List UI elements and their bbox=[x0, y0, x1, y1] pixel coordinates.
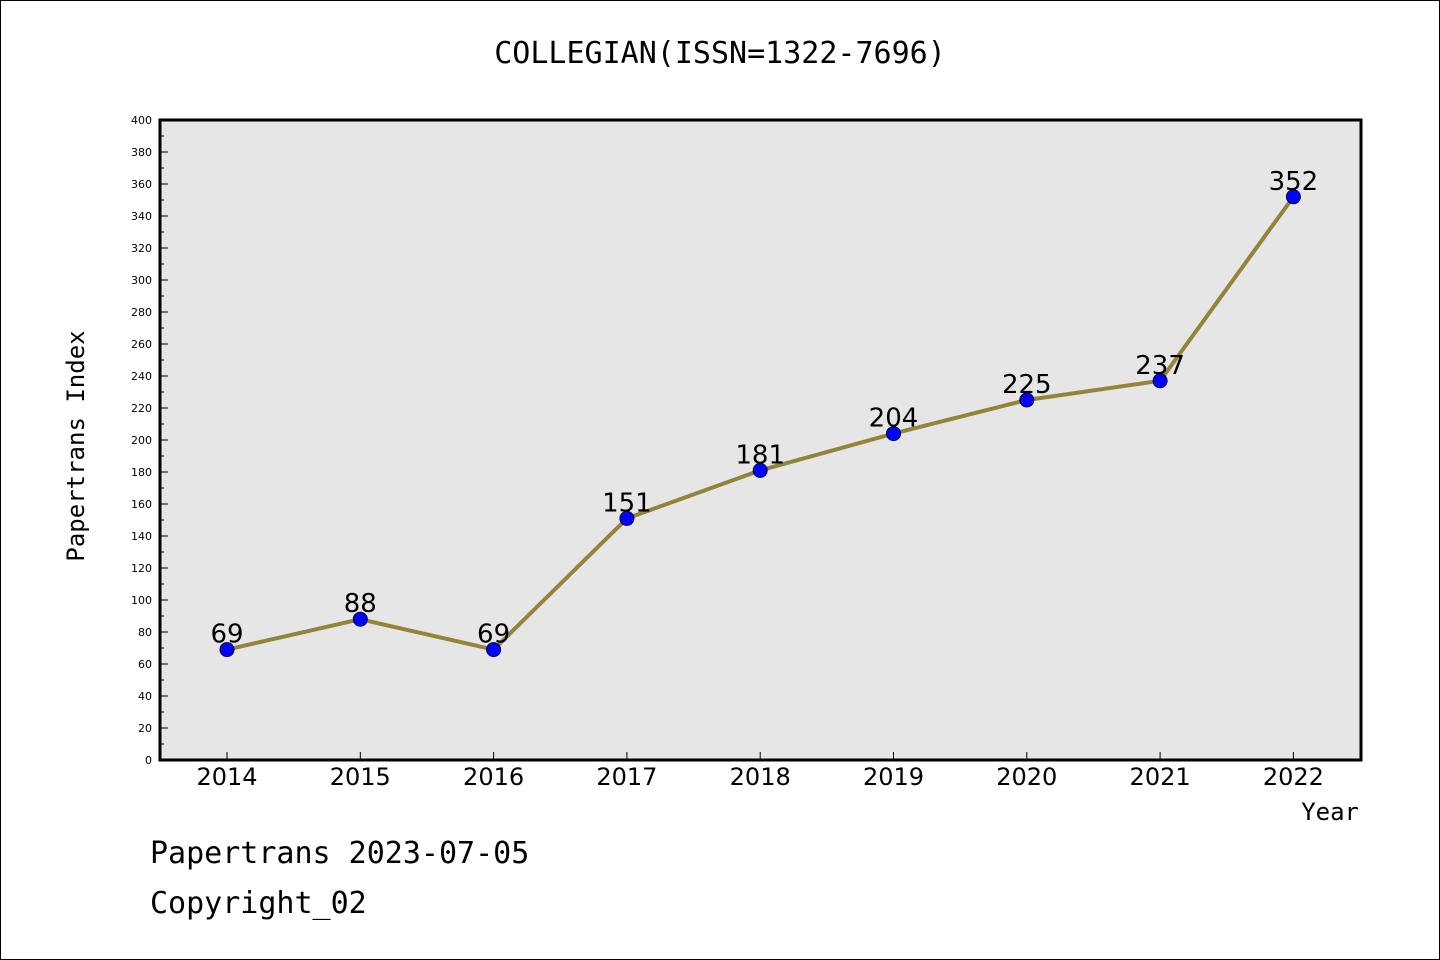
plot-area bbox=[160, 120, 1361, 760]
data-label: 204 bbox=[869, 404, 919, 434]
x-tick-label: 2015 bbox=[330, 763, 391, 791]
y-tick-label: 380 bbox=[131, 146, 152, 159]
data-labels: 69 88 69 151 181 204 225 237 352 bbox=[210, 167, 1318, 650]
data-point bbox=[752, 462, 768, 478]
x-tick-label: 2019 bbox=[863, 763, 924, 791]
series-markers bbox=[219, 189, 1301, 658]
x-tick-label: 2020 bbox=[996, 763, 1057, 791]
data-point bbox=[352, 611, 368, 627]
y-tick-label: 300 bbox=[131, 274, 152, 287]
x-tick-label: 2016 bbox=[463, 763, 524, 791]
y-tick-label: 80 bbox=[138, 626, 152, 639]
data-point bbox=[219, 642, 235, 658]
x-axis-title: Year bbox=[1301, 798, 1359, 826]
y-tick-label: 360 bbox=[131, 178, 152, 191]
data-point bbox=[486, 642, 502, 658]
y-axis: 0 20 40 60 80 100 120 140 160 180 200 220 240 260 280 3… bbox=[131, 114, 168, 767]
y-tick-label: 140 bbox=[131, 530, 152, 543]
y-tick-label: 40 bbox=[138, 690, 152, 703]
data-label: 88 bbox=[344, 589, 377, 619]
y-tick-label: 100 bbox=[131, 594, 152, 607]
data-label: 237 bbox=[1135, 351, 1185, 381]
y-tick-label: 280 bbox=[131, 306, 152, 319]
y-tick-label: 340 bbox=[131, 210, 152, 223]
x-tick-label: 2021 bbox=[1130, 763, 1191, 791]
data-label: 151 bbox=[602, 488, 652, 518]
x-tick-label: 2022 bbox=[1263, 763, 1324, 791]
chart-title: COLLEGIAN(ISSN=1322-7696) bbox=[494, 36, 946, 71]
data-point bbox=[1152, 373, 1168, 389]
x-tick-label: 2017 bbox=[596, 763, 657, 791]
y-tick-label: 220 bbox=[131, 402, 152, 415]
data-label: 69 bbox=[210, 620, 243, 650]
data-label: 69 bbox=[477, 620, 510, 650]
y-tick-label: 60 bbox=[138, 658, 152, 671]
y-tick-label: 120 bbox=[131, 562, 152, 575]
y-tick-label: 180 bbox=[131, 466, 152, 479]
y-tick-label: 260 bbox=[131, 338, 152, 351]
y-tick-label: 240 bbox=[131, 370, 152, 383]
data-point bbox=[1285, 189, 1301, 205]
data-point bbox=[1019, 392, 1035, 408]
footer-date: Papertrans 2023-07-05 bbox=[150, 836, 530, 871]
data-label: 225 bbox=[1002, 370, 1052, 400]
footer-copyright: Copyright_02 bbox=[150, 886, 367, 921]
y-tick-label: 20 bbox=[138, 722, 152, 735]
x-tick-label: 2014 bbox=[196, 763, 257, 791]
y-tick-label: 320 bbox=[131, 242, 152, 255]
x-tick-label: 2018 bbox=[730, 763, 791, 791]
y-tick-label: 160 bbox=[131, 498, 152, 511]
y-tick-label: 200 bbox=[131, 434, 152, 447]
data-label: 352 bbox=[1269, 167, 1319, 197]
y-tick-label: 0 bbox=[145, 754, 152, 767]
x-axis: 2014 2015 2016 2017 2018 2019 2020 2021 2022 bbox=[196, 752, 1324, 791]
plot-border bbox=[158, 118, 1363, 762]
y-tick-label: 400 bbox=[131, 114, 152, 127]
y-axis-title: Papertrans Index bbox=[62, 330, 90, 561]
data-point bbox=[619, 510, 635, 526]
data-point bbox=[886, 426, 901, 442]
data-label: 181 bbox=[735, 440, 785, 470]
